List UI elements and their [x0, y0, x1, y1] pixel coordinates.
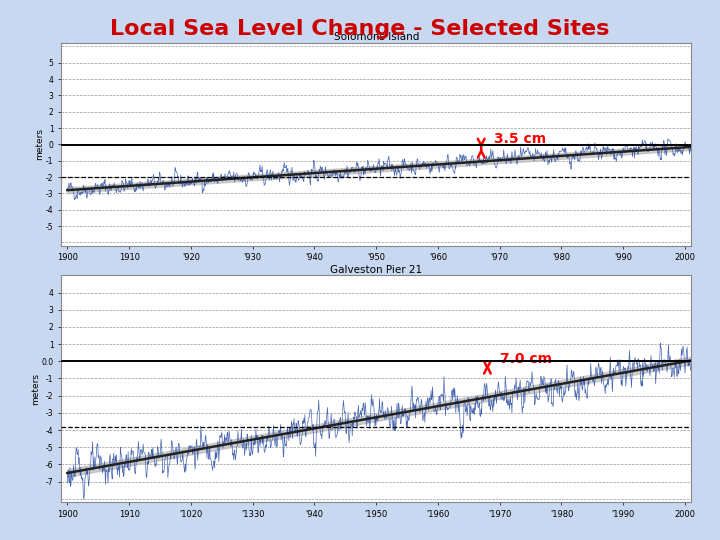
Y-axis label: meters: meters	[31, 373, 40, 405]
Title: Galveston Pier 21: Galveston Pier 21	[330, 265, 422, 275]
Title: Solomons Island: Solomons Island	[333, 32, 419, 43]
Text: 7.0 cm: 7.0 cm	[500, 352, 552, 366]
Text: Local Sea Level Change - Selected Sites: Local Sea Level Change - Selected Sites	[110, 19, 610, 39]
Y-axis label: meters: meters	[35, 129, 45, 160]
Text: 3.5 cm: 3.5 cm	[493, 132, 546, 146]
